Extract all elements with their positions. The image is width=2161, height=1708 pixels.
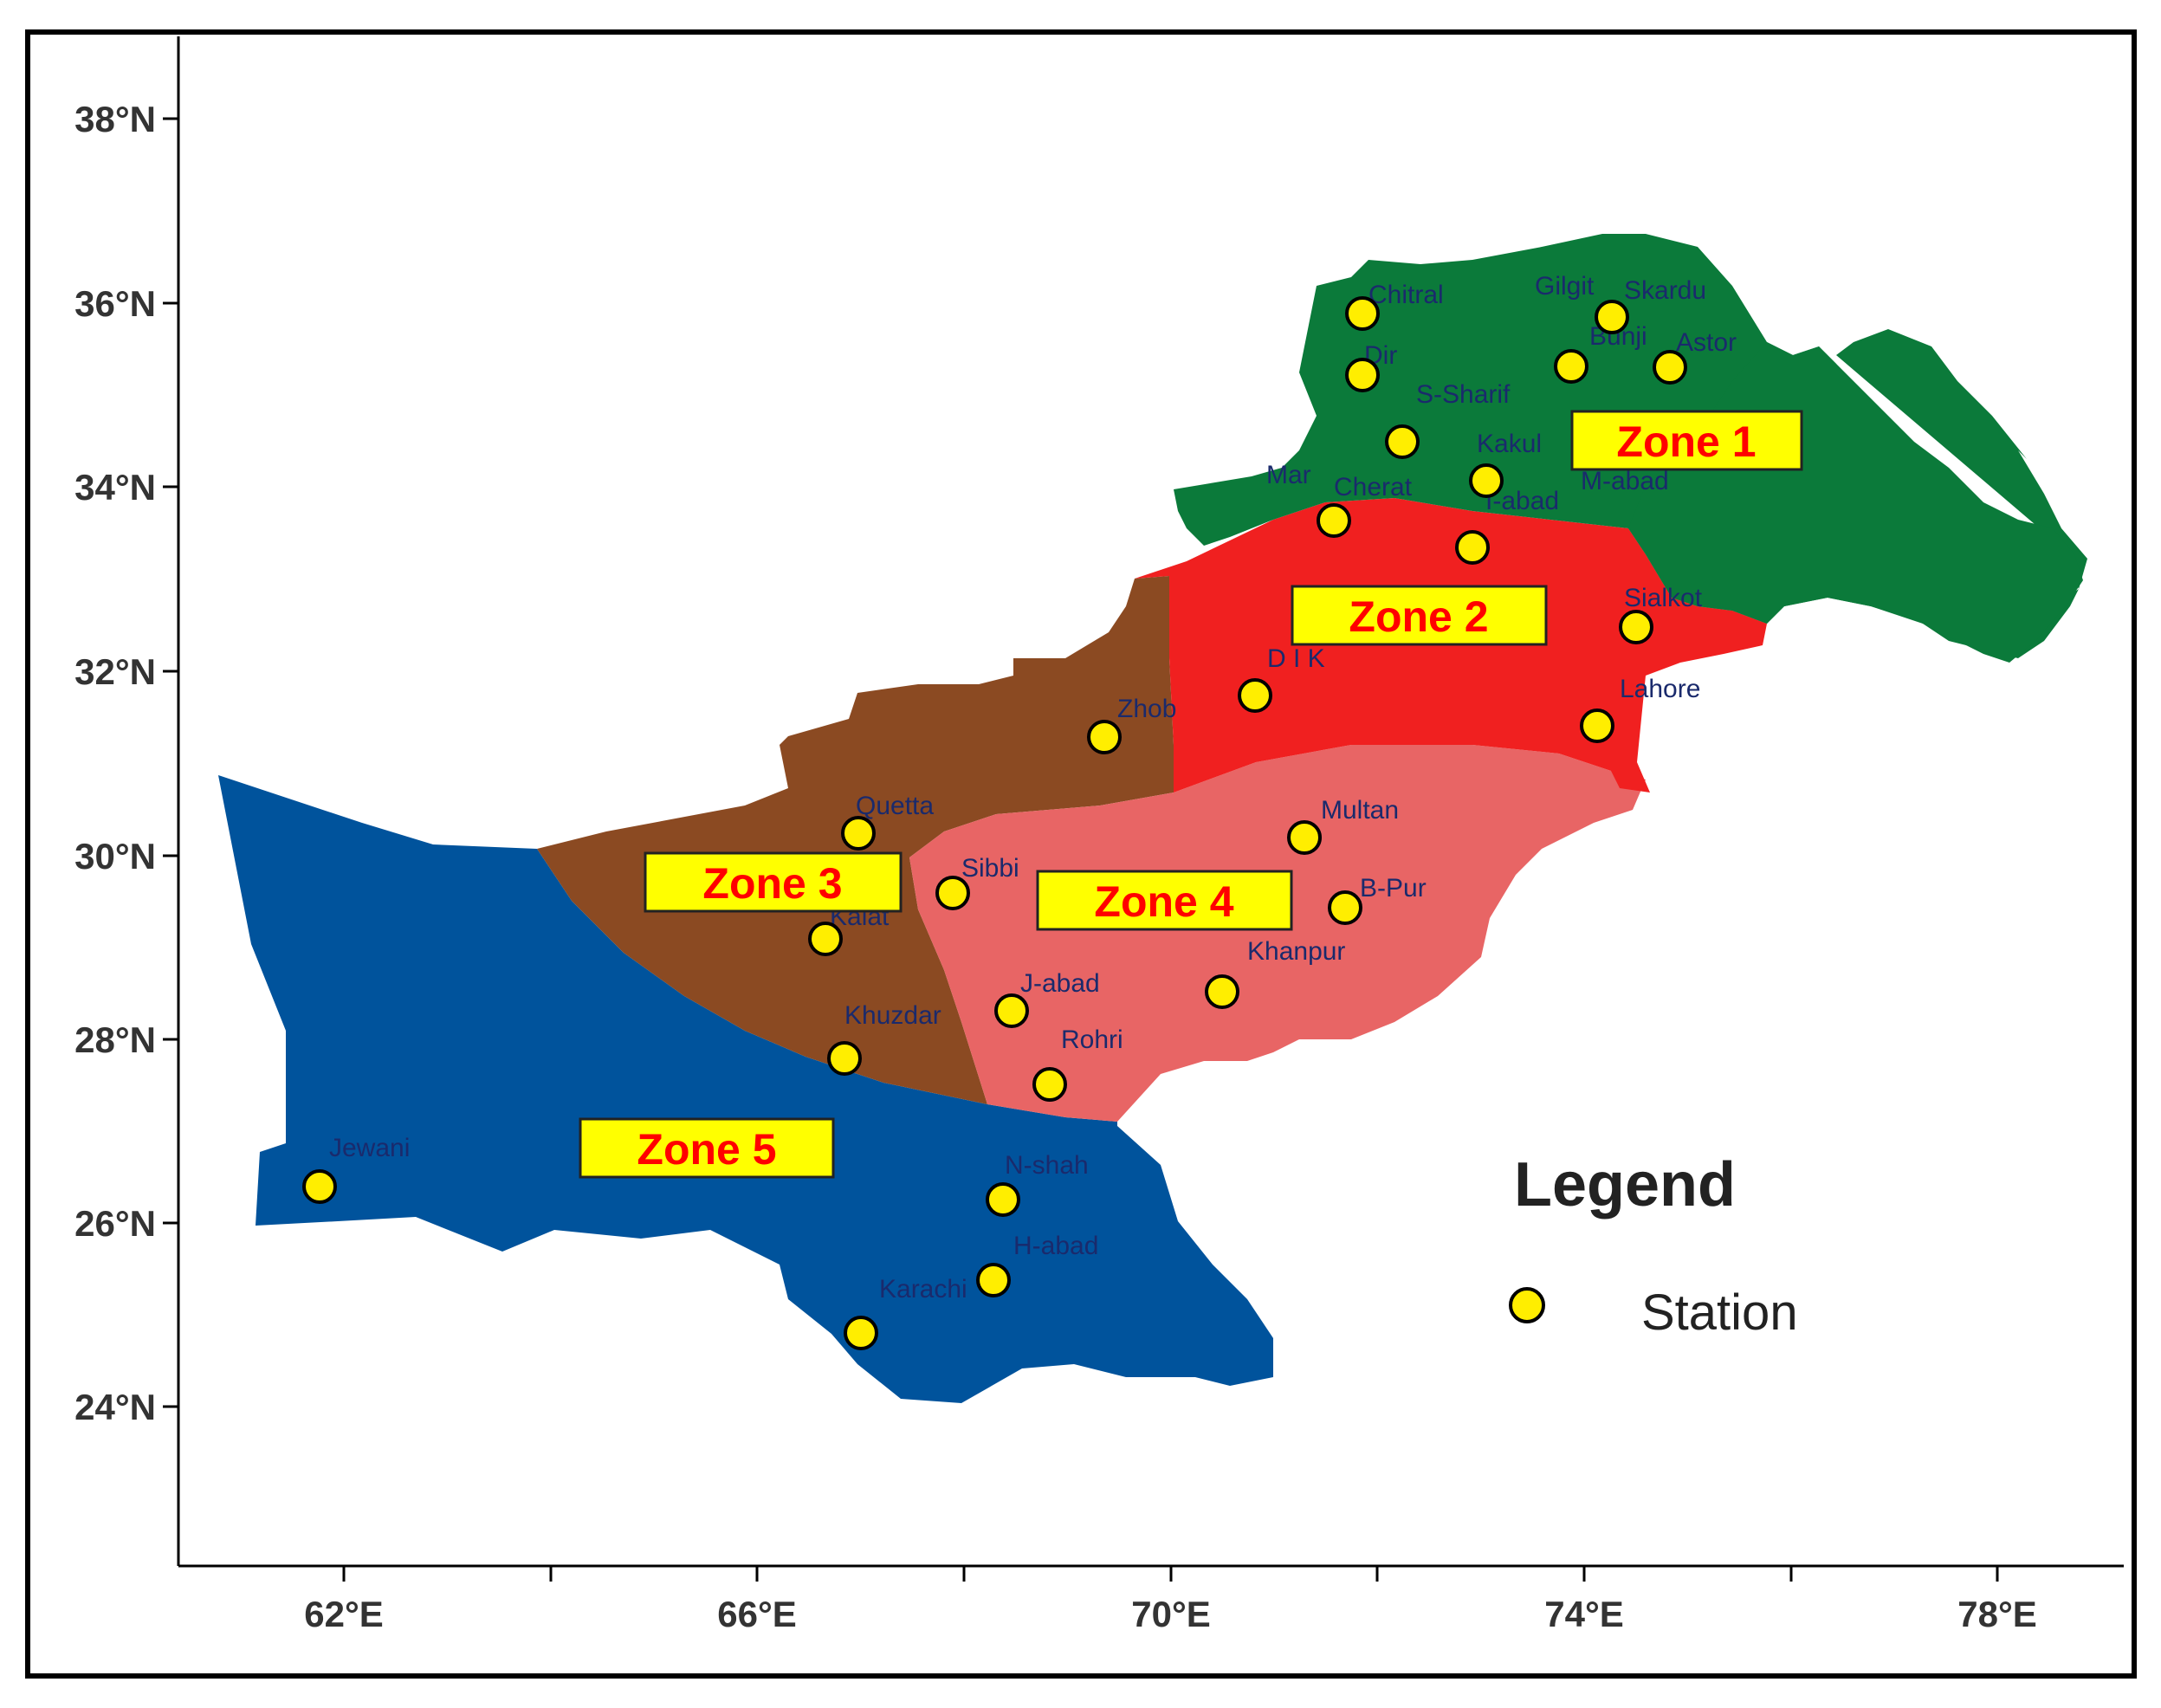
zone-4-label: Zone 4 xyxy=(1094,877,1233,926)
y-tick-label: 36°N xyxy=(74,283,156,324)
station-marker xyxy=(1385,424,1420,459)
y-tick-label: 30°N xyxy=(74,836,156,877)
x-axis: 62°E 66°E 70°E 74°E 78°E xyxy=(304,1566,2037,1634)
x-tick-label: 62°E xyxy=(304,1594,384,1634)
station-marker xyxy=(302,1169,337,1204)
station-label: Rohri xyxy=(1061,1025,1123,1054)
station-marker xyxy=(1469,463,1504,498)
station-label: Zhob xyxy=(1117,695,1176,723)
zone-2-label: Zone 2 xyxy=(1349,592,1488,641)
station-marker xyxy=(1328,890,1362,925)
station-label: Kakul xyxy=(1477,430,1542,458)
y-tick-label: 38°N xyxy=(74,99,156,139)
station-marker xyxy=(976,1263,1011,1297)
station-label: S-Sharif xyxy=(1416,380,1511,409)
station-marker xyxy=(1238,678,1272,713)
zone-5-label: Zone 5 xyxy=(637,1125,776,1174)
station-marker xyxy=(1595,300,1629,334)
station-label: Cherat xyxy=(1334,473,1413,501)
zone-4-label-box xyxy=(1036,870,1293,931)
x-tick-label: 70°E xyxy=(1131,1594,1211,1634)
station-label: J-abad xyxy=(1020,969,1100,998)
zone-1-label-box xyxy=(1570,410,1803,471)
x-tick-label: 66°E xyxy=(717,1594,797,1634)
station-label: Skardu xyxy=(1624,276,1706,305)
station-marker xyxy=(1619,610,1653,644)
station-marker xyxy=(841,816,876,851)
station-label: Jewani xyxy=(329,1134,410,1162)
station-marker xyxy=(1087,720,1122,754)
station-marker xyxy=(1205,974,1239,1009)
station-label: N-shah xyxy=(1005,1151,1089,1180)
station-labels: Chitral Gilgit Skardu Bunji Astor Dir S-… xyxy=(329,272,1737,1304)
station-label: Lahore xyxy=(1620,675,1700,703)
station-marker xyxy=(808,922,843,956)
station-label: Mar xyxy=(1266,461,1311,489)
zone-3-label-box xyxy=(644,851,903,913)
y-tick-label: 26°N xyxy=(74,1203,156,1244)
axes: 38°N 36°N 34°N 32°N 30°N 28°N 26°N 24°N … xyxy=(74,36,2124,1634)
x-tick-label: 78°E xyxy=(1957,1594,2037,1634)
x-tick-label: 74°E xyxy=(1544,1594,1624,1634)
station-marker xyxy=(1317,503,1351,538)
station-marker xyxy=(1345,296,1380,331)
station-marker xyxy=(1653,350,1687,385)
station-label: B-Pur xyxy=(1360,874,1427,903)
station-marker xyxy=(1455,530,1490,565)
station-marker xyxy=(935,876,970,910)
station-label: Gilgit xyxy=(1535,272,1595,301)
y-tick-label: 28°N xyxy=(74,1019,156,1060)
station-label: Quetta xyxy=(856,792,934,820)
station-marker xyxy=(1580,708,1614,743)
zone-2-label-box xyxy=(1291,585,1548,646)
zone-4-region xyxy=(909,745,1646,1122)
station-marker xyxy=(1345,358,1380,392)
station-label: Sialkot xyxy=(1624,584,1703,612)
zone-5-region xyxy=(218,775,1273,1403)
station-label: Khanpur xyxy=(1247,937,1345,966)
zone-3-label: Zone 3 xyxy=(702,859,842,908)
station-marker xyxy=(844,1316,878,1350)
station-marker xyxy=(827,1041,862,1076)
y-tick-label: 34°N xyxy=(74,467,156,508)
zone-labels: Zone 1 Zone 2 Zone 3 Zone 4 Zone 5 xyxy=(579,410,1803,1179)
y-axis: 38°N 36°N 34°N 32°N 30°N 28°N 26°N 24°N xyxy=(74,99,178,1427)
station-label: Karachi xyxy=(879,1275,967,1304)
station-label: D I K xyxy=(1267,644,1325,673)
station-marker xyxy=(986,1182,1020,1217)
station-label: M-abad xyxy=(1581,467,1669,495)
legend: Legend Station xyxy=(1509,1150,1798,1341)
zone-1-label: Zone 1 xyxy=(1616,417,1756,466)
station-label: H-abad xyxy=(1013,1232,1098,1260)
station-marker xyxy=(1554,349,1588,384)
station-markers xyxy=(302,296,1687,1350)
legend-station-label: Station xyxy=(1641,1284,1798,1341)
zone-regions xyxy=(218,234,2087,1403)
y-tick-label: 32°N xyxy=(74,651,156,692)
station-marker xyxy=(1032,1067,1067,1102)
station-label: Chitral xyxy=(1368,281,1444,309)
zone-5-label-box xyxy=(579,1117,835,1179)
legend-station-marker xyxy=(1509,1287,1545,1323)
station-marker xyxy=(1287,820,1322,855)
legend-title: Legend xyxy=(1514,1150,1736,1220)
station-label: Khuzdar xyxy=(844,1001,941,1030)
station-label: Astor xyxy=(1676,328,1737,357)
station-marker xyxy=(994,993,1029,1028)
y-tick-label: 24°N xyxy=(74,1387,156,1427)
station-label: Sibbi xyxy=(961,854,1019,883)
station-label: Multan xyxy=(1321,796,1399,825)
